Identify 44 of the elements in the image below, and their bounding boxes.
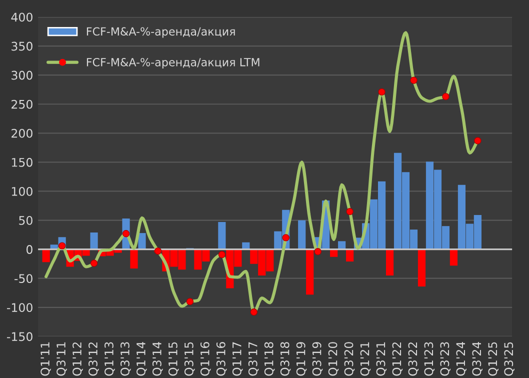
x-tick-label: Q3'25 xyxy=(504,342,514,376)
x-tick-label: Q3'21 xyxy=(376,342,387,376)
x-tick-label: Q3'11 xyxy=(56,342,67,376)
x-tick-label: Q3'22 xyxy=(408,342,419,376)
x-tick-label: Q3'20 xyxy=(344,342,355,376)
y-tick-label: 50 xyxy=(19,216,32,225)
x-tick-label: Q3'17 xyxy=(248,342,259,376)
x-tick-label: Q3'14 xyxy=(152,342,163,376)
x-tick-label: Q3'16 xyxy=(216,342,227,376)
legend-label: FCF-M&A-%-аренда/акция LTM xyxy=(86,58,260,69)
y-tick-label: -50 xyxy=(14,274,32,283)
x-tick-label: Q3'23 xyxy=(440,342,451,376)
x-tick-label: Q1'15 xyxy=(168,342,179,376)
y-tick-label: -100 xyxy=(7,303,32,312)
x-tick-label: Q1'16 xyxy=(200,342,211,376)
x-tick-label: Q1'18 xyxy=(264,342,275,376)
x-tick-label: Q1'22 xyxy=(392,342,403,376)
x-tick-label: Q3'18 xyxy=(280,342,291,376)
y-tick-label: -150 xyxy=(7,332,32,342)
y-tick-label: 250 xyxy=(12,100,32,109)
legend-label: FCF-M&A-%-аренда/акция xyxy=(86,27,235,38)
y-tick-label: 100 xyxy=(12,186,32,196)
x-tick-label: Q3'13 xyxy=(120,342,131,376)
x-tick-label: Q1'25 xyxy=(488,342,498,376)
x-tick-label: Q1'21 xyxy=(360,342,371,376)
x-tick-label: Q1'23 xyxy=(424,342,435,376)
y-tick-label: 400 xyxy=(11,12,32,22)
x-tick-label: Q1'11 xyxy=(40,342,51,376)
x-tick-label: Q1'24 xyxy=(456,342,466,376)
x-tick-label: Q1'19 xyxy=(296,342,307,376)
x-tick-label: Q3'24 xyxy=(472,342,482,376)
x-tick-label: Q3'15 xyxy=(184,342,195,376)
y-tick-label: 300 xyxy=(12,70,32,80)
y-tick-label: 0 xyxy=(26,245,32,254)
y-tick-label: 150 xyxy=(12,158,32,167)
x-tick-label: Q1'17 xyxy=(232,342,243,376)
y-tick-label: 350 xyxy=(12,42,32,51)
x-tick-label: Q1'14 xyxy=(136,342,147,376)
x-tick-label: Q3'19 xyxy=(312,342,323,376)
x-tick-label: Q3'12 xyxy=(88,342,99,376)
x-tick-label: Q1'20 xyxy=(328,342,339,376)
x-tick-label: Q1'12 xyxy=(72,342,83,376)
y-tick-label: 200 xyxy=(12,128,32,138)
x-tick-label: Q1'13 xyxy=(104,342,115,376)
